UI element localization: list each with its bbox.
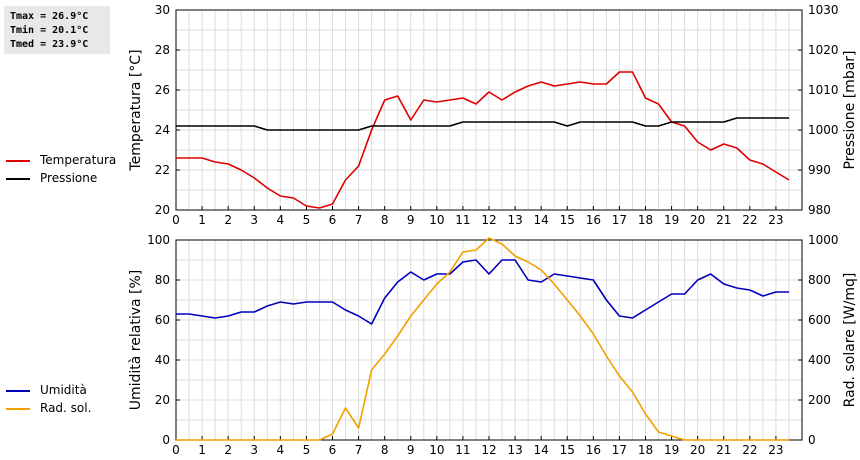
y-tick-label-right: 200	[808, 393, 831, 407]
y-tick-label-right: 800	[808, 273, 831, 287]
x-tick-label: 23	[768, 213, 783, 227]
y-tick-label-left: 20	[155, 393, 170, 407]
tmin-text: Tmin = 20.1°C	[10, 25, 89, 36]
x-tick-label: 20	[690, 443, 705, 457]
x-tick-label: 21	[716, 443, 731, 457]
y-tick-label-right: 990	[808, 163, 831, 177]
x-tick-label: 15	[560, 443, 575, 457]
x-tick-label: 11	[455, 443, 470, 457]
tmed-text: Tmed = 23.9°C	[10, 39, 89, 50]
y-axis-title-left: Temperatura [°C]	[128, 49, 144, 171]
y-axis-title-left: Umidità relativa [%]	[128, 270, 144, 411]
tmax-text: Tmax = 26.9°C	[10, 11, 89, 22]
x-tick-label: 9	[407, 213, 415, 227]
x-tick-label: 14	[534, 213, 549, 227]
y-tick-label-left: 30	[155, 3, 170, 17]
chart-panel-2: 0 1 2 3 4 5 6 7 8 9 10 11 12 13 14 15 16 17 18 19 20 21 22 2302…	[128, 233, 858, 457]
x-tick-label: 5	[303, 443, 311, 457]
x-tick-label: 16	[586, 213, 601, 227]
series-line-rad-sol	[176, 237, 789, 441]
y-axis-title-right: Pressione [mbar]	[842, 50, 858, 169]
legend-swatch	[6, 178, 30, 180]
x-tick-label: 12	[481, 443, 496, 457]
y-tick-label-left: 24	[155, 123, 170, 137]
x-tick-label: 22	[742, 443, 757, 457]
x-tick-label: 13	[507, 443, 522, 457]
x-tick-label: 5	[303, 213, 311, 227]
x-tick-label: 6	[329, 213, 337, 227]
legend-swatch	[6, 160, 30, 162]
x-tick-label: 12	[481, 213, 496, 227]
x-tick-label: 3	[250, 443, 258, 457]
x-tick-label: 22	[742, 213, 757, 227]
x-tick-label: 9	[407, 443, 415, 457]
x-tick-label: 14	[534, 443, 549, 457]
stats-box: Tmax = 26.9°C Tmin = 20.1°C Tmed = 23.9°…	[4, 6, 110, 54]
x-tick-label: 18	[638, 213, 653, 227]
x-tick-label: 3	[250, 213, 258, 227]
x-tick-label: 8	[381, 213, 389, 227]
x-tick-label: 11	[455, 213, 470, 227]
y-tick-label-left: 20	[155, 203, 170, 217]
legend-swatch	[6, 408, 30, 410]
y-tick-label-right: 1010	[808, 83, 839, 97]
y-tick-label-left: 22	[155, 163, 170, 177]
y-tick-label-left: 60	[155, 313, 170, 327]
legend-swatch	[6, 390, 30, 392]
series-line-umidit	[176, 259, 789, 325]
series-line-temperatura	[176, 71, 790, 209]
y-tick-label-left: 26	[155, 83, 170, 97]
y-tick-label-right: 980	[808, 203, 831, 217]
y-tick-label-right: 1020	[808, 43, 839, 57]
x-tick-label: 7	[355, 443, 363, 457]
x-tick-label: 4	[277, 443, 285, 457]
y-tick-label-right: 1000	[808, 123, 839, 137]
y-tick-label-left: 0	[162, 433, 170, 447]
x-tick-label: 4	[277, 213, 285, 227]
x-tick-label: 19	[664, 213, 679, 227]
y-tick-label-right: 1030	[808, 3, 839, 17]
y-tick-label-left: 100	[147, 233, 170, 247]
y-tick-label-left: 28	[155, 43, 170, 57]
y-tick-label-right: 0	[808, 433, 816, 447]
legend-label: Rad. sol.	[40, 401, 92, 415]
x-tick-label: 0	[172, 443, 180, 457]
legend-label: Temperatura	[40, 153, 117, 167]
y-tick-label-right: 400	[808, 353, 831, 367]
x-tick-label: 8	[381, 443, 389, 457]
x-tick-label: 0	[172, 213, 180, 227]
y-tick-label-right: 600	[808, 313, 831, 327]
legend-label: Umidità	[40, 383, 87, 397]
x-tick-label: 2	[224, 213, 232, 227]
x-tick-label: 16	[586, 443, 601, 457]
y-tick-label-right: 1000	[808, 233, 839, 247]
x-tick-label: 23	[768, 443, 783, 457]
x-tick-label: 10	[429, 443, 444, 457]
series-line-pressione	[176, 117, 789, 131]
y-tick-label-left: 40	[155, 353, 170, 367]
legend-label: Pressione	[40, 171, 98, 185]
x-tick-label: 1	[198, 443, 206, 457]
x-tick-label: 7	[355, 213, 363, 227]
x-tick-label: 2	[224, 443, 232, 457]
y-axis-title-right: Rad. solare [W/mq]	[842, 273, 858, 408]
x-tick-label: 15	[560, 213, 575, 227]
chart-panel-1: 0 1 2 3 4 5 6 7 8 9 10 11 12 13 14 15 16 17 18 19 20 21 22 2320…	[128, 3, 858, 227]
x-tick-label: 18	[638, 443, 653, 457]
x-tick-label: 10	[429, 213, 444, 227]
x-tick-label: 6	[329, 443, 337, 457]
x-tick-label: 19	[664, 443, 679, 457]
x-tick-label: 17	[612, 443, 627, 457]
x-tick-label: 20	[690, 213, 705, 227]
y-tick-label-left: 80	[155, 273, 170, 287]
x-tick-label: 17	[612, 213, 627, 227]
x-tick-label: 1	[198, 213, 206, 227]
x-tick-label: 21	[716, 213, 731, 227]
x-tick-label: 13	[507, 213, 522, 227]
